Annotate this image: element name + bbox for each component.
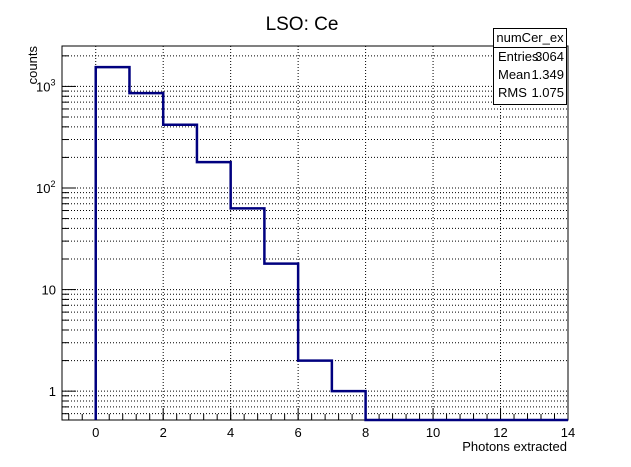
y-axis-label: counts xyxy=(25,46,40,85)
x-axis-label: Photons extracted xyxy=(462,439,567,454)
stats-row-mean: Mean 1.349 xyxy=(498,66,564,84)
x-tick-label: 14 xyxy=(561,425,575,440)
stats-title: numCer_ex xyxy=(494,29,566,48)
y-tick-label: 1 xyxy=(49,384,56,399)
histogram-bin xyxy=(197,162,231,420)
x-tick-label: 0 xyxy=(92,425,99,440)
stats-label: Entries xyxy=(498,49,539,64)
histogram-bin xyxy=(129,93,163,420)
stats-value: 1.349 xyxy=(531,67,564,82)
stats-box: numCer_ex Entries 3064 Mean 1.349 RMS 1.… xyxy=(493,28,567,105)
y-tick-label: 102 xyxy=(36,179,55,196)
stats-row-rms: RMS 1.075 xyxy=(498,84,564,102)
grid xyxy=(62,46,568,420)
x-tick-label: 10 xyxy=(426,425,440,440)
stats-value: 1.075 xyxy=(531,85,564,100)
x-tick-label: 4 xyxy=(227,425,234,440)
tick-labels: 0 2 4 6 8 10 12 14 1 10 102 103 xyxy=(36,77,575,440)
histogram-bin xyxy=(96,67,130,420)
y-tick-label: 10 xyxy=(42,283,56,298)
stats-value: 3064 xyxy=(535,49,564,64)
stats-label: RMS xyxy=(498,85,527,100)
x-tick-label: 12 xyxy=(493,425,507,440)
chart-title: LSO: Ce xyxy=(266,14,339,35)
axis-ticks xyxy=(62,55,569,420)
x-tick-label: 8 xyxy=(362,425,369,440)
y-tick-label: 103 xyxy=(36,77,55,94)
x-tick-label: 2 xyxy=(160,425,167,440)
stats-label: Mean xyxy=(498,67,531,82)
stats-row-entries: Entries 3064 xyxy=(498,48,564,66)
histogram-bin xyxy=(298,361,332,420)
histogram-bin xyxy=(231,208,265,420)
plot-frame xyxy=(61,45,569,421)
histogram-bin xyxy=(264,264,298,420)
histogram-bin xyxy=(163,125,197,420)
histogram-line xyxy=(94,65,568,422)
histogram-bin xyxy=(332,391,366,420)
x-tick-label: 6 xyxy=(295,425,302,440)
